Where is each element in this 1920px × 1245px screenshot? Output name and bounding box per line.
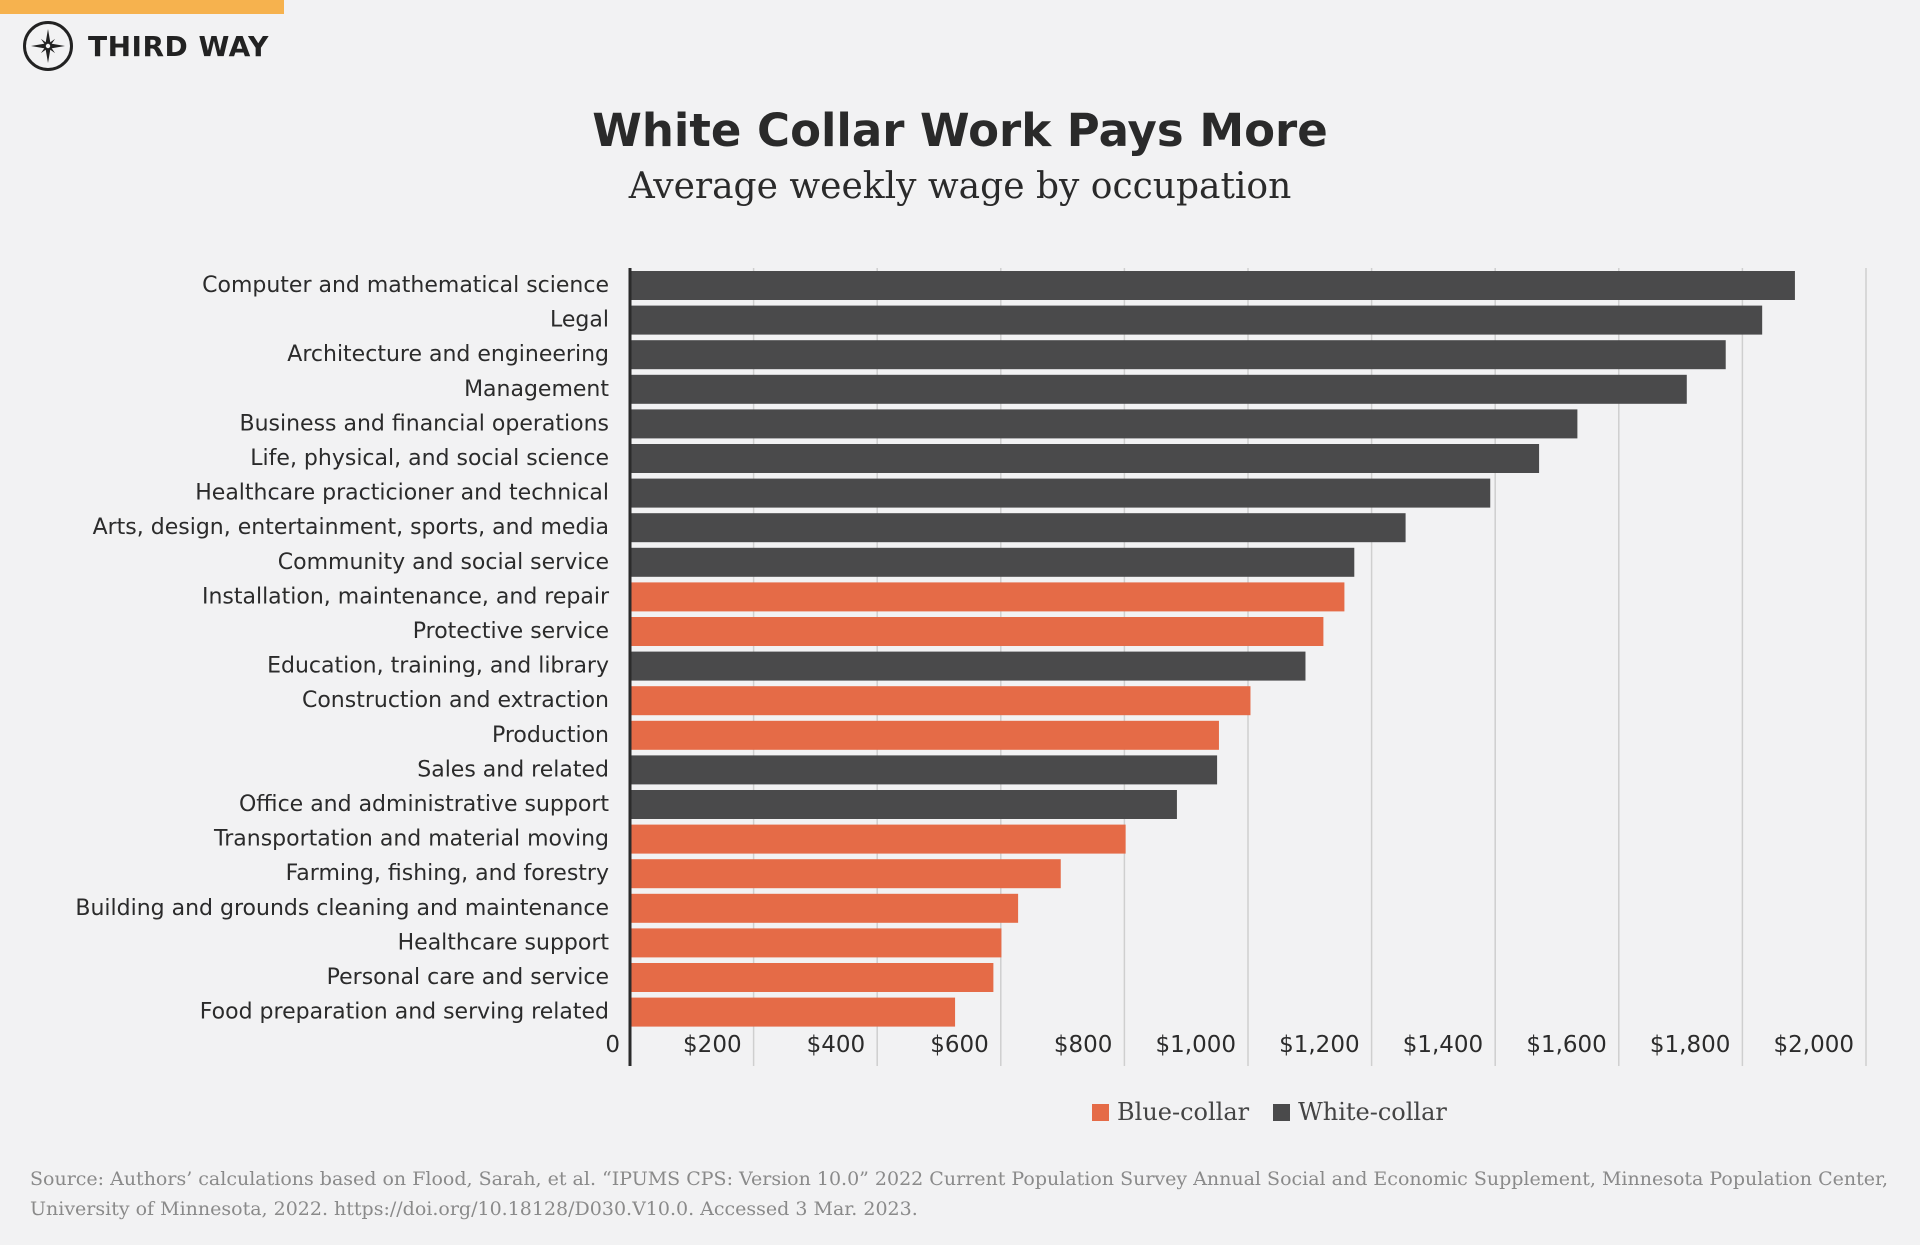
chart-title: White Collar Work Pays More xyxy=(592,104,1328,157)
category-label-12: Construction and extraction xyxy=(302,688,609,713)
category-label-20: Personal care and service xyxy=(327,965,609,990)
x-tick-label-9: $1,800 xyxy=(1650,1032,1730,1058)
category-label-9: Installation, maintenance, and repair xyxy=(202,584,610,609)
category-label-13: Production xyxy=(492,723,609,748)
bar-10 xyxy=(630,617,1324,646)
bar-16 xyxy=(630,824,1126,854)
source-note: Source: Authors’ calculations based on F… xyxy=(30,1168,1889,1220)
bar-13 xyxy=(630,720,1219,750)
legend-item-white-collar: White-collar xyxy=(1273,1098,1447,1126)
category-label-5: Life, physical, and social science xyxy=(250,446,609,471)
bar-2 xyxy=(630,340,1726,370)
x-tick-label-5: $1,000 xyxy=(1156,1032,1236,1058)
bar-18 xyxy=(630,893,1019,923)
bar-chart: Computer and mathematical science Legal Ar… xyxy=(75,268,1867,1066)
bar-4 xyxy=(630,409,1578,439)
category-label-7: Arts, design, entertainment, sports, and… xyxy=(93,515,609,540)
category-label-19: Healthcare support xyxy=(398,930,610,955)
brand-header: THIRD WAY xyxy=(22,20,269,72)
category-label-8: Community and social service xyxy=(278,550,609,575)
category-label-6: Healthcare practicioner and technical xyxy=(195,481,609,506)
legend-label-white-collar: White-collar xyxy=(1298,1098,1447,1126)
category-label-3: Management xyxy=(464,377,609,402)
x-tick-label-8: $1,600 xyxy=(1526,1032,1606,1058)
x-tick-label-7: $1,400 xyxy=(1403,1032,1483,1058)
category-label-0: Computer and mathematical science xyxy=(202,273,609,298)
category-label-17: Farming, fishing, and forestry xyxy=(286,861,609,886)
bar-7 xyxy=(630,513,1406,543)
bar-15 xyxy=(630,790,1177,819)
x-tick-label-2: $400 xyxy=(807,1032,866,1058)
x-tick-label-0: 0 xyxy=(605,1032,620,1058)
bar-3 xyxy=(630,374,1687,404)
x-tick-label-10: $2,000 xyxy=(1774,1032,1854,1058)
chart-subtitle: Average weekly wage by occupation xyxy=(628,166,1292,207)
bar-8 xyxy=(630,547,1355,577)
bar-17 xyxy=(630,859,1061,889)
category-label-18: Building and grounds cleaning and mainte… xyxy=(75,896,609,921)
category-label-4: Business and financial operations xyxy=(240,411,610,436)
bar-21 xyxy=(630,997,956,1027)
chart-legend: Blue-collar White-collar xyxy=(1092,1098,1471,1126)
category-label-1: Legal xyxy=(550,308,609,333)
bar-14 xyxy=(630,755,1218,785)
bar-20 xyxy=(630,963,994,992)
bar-0 xyxy=(630,271,1795,300)
legend-item-blue-collar: Blue-collar xyxy=(1092,1098,1249,1126)
category-label-10: Protective service xyxy=(413,619,609,644)
category-label-16: Transportation and material moving xyxy=(213,827,609,852)
x-tick-label-1: $200 xyxy=(683,1032,742,1058)
bar-12 xyxy=(630,686,1251,716)
bar-5 xyxy=(630,444,1540,473)
brand-name: THIRD WAY xyxy=(88,29,269,63)
legend-swatch-white-collar xyxy=(1273,1103,1291,1121)
category-label-11: Education, training, and library xyxy=(267,654,609,679)
x-tick-label-6: $1,200 xyxy=(1279,1032,1359,1058)
x-tick-label-4: $800 xyxy=(1054,1032,1113,1058)
bar-19 xyxy=(630,928,1002,958)
bar-6 xyxy=(630,478,1491,508)
bar-1 xyxy=(630,305,1763,335)
bar-11 xyxy=(630,651,1306,681)
category-label-21: Food preparation and serving related xyxy=(200,1000,609,1025)
legend-label-blue-collar: Blue-collar xyxy=(1117,1098,1250,1126)
category-label-15: Office and administrative support xyxy=(239,792,609,817)
category-label-14: Sales and related xyxy=(417,757,609,782)
bar-9 xyxy=(630,582,1345,612)
compass-star-icon xyxy=(23,21,73,71)
legend-swatch-blue-collar xyxy=(1092,1103,1109,1121)
accent-bar xyxy=(0,0,284,14)
x-tick-label-3: $600 xyxy=(930,1032,989,1058)
category-label-2: Architecture and engineering xyxy=(287,342,609,367)
